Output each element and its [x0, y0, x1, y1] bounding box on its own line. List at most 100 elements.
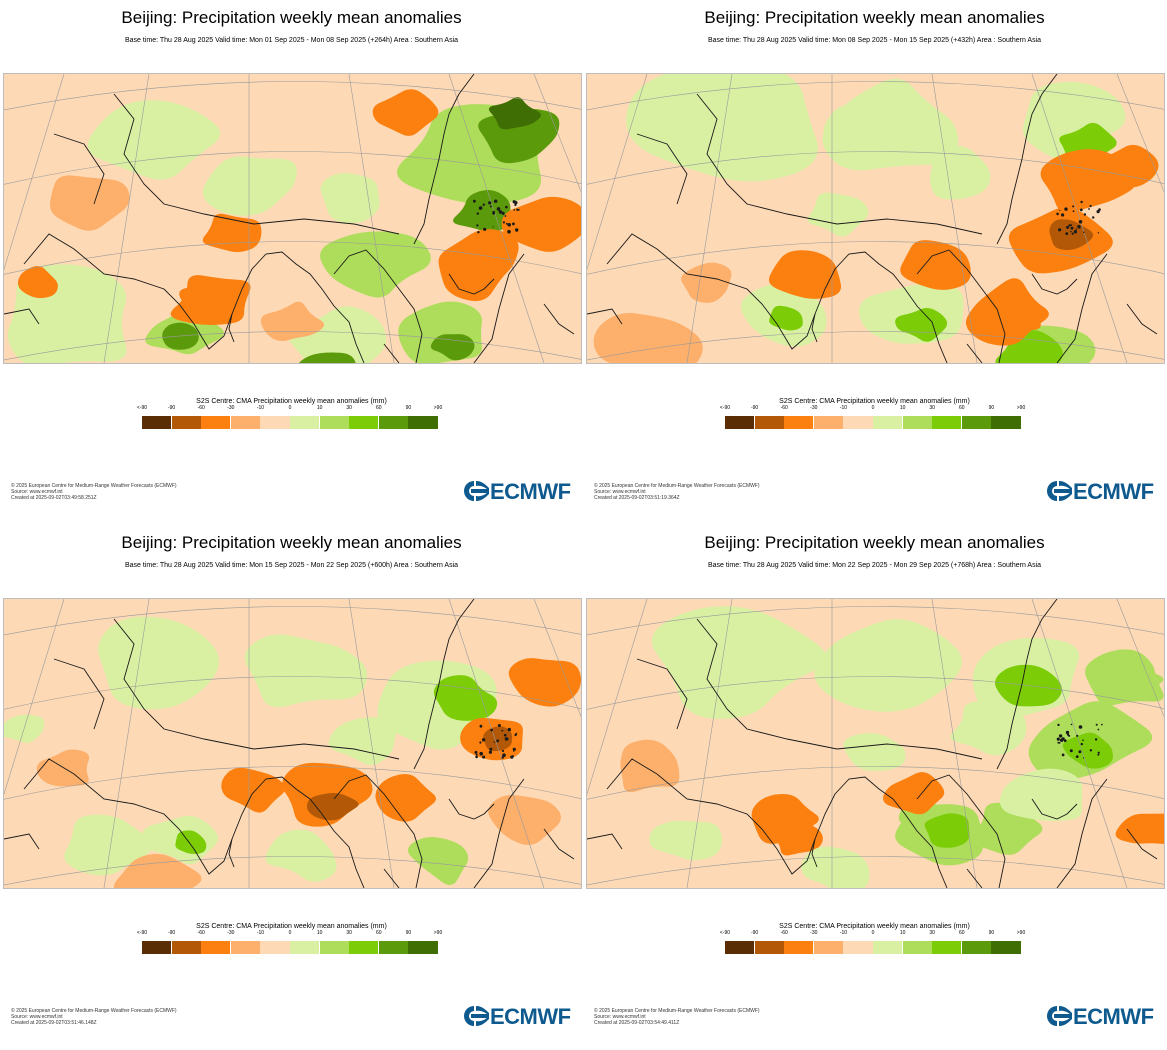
island — [1057, 723, 1060, 727]
coastline — [811, 838, 818, 868]
latitude-line — [587, 81, 1164, 111]
anomaly-field — [7, 89, 581, 363]
island — [1070, 723, 1073, 726]
legend-tick-label: -10 — [256, 930, 265, 936]
island — [1080, 200, 1083, 204]
panel-subtitle: Base time: Thu 28 Aug 2025 Valid time: M… — [707, 562, 1042, 569]
legend-swatch — [142, 941, 172, 954]
latitude-line — [4, 606, 581, 636]
island — [515, 228, 519, 232]
footer-source: Source: www.ecmwf.int — [594, 489, 646, 495]
longitude-line — [103, 74, 150, 363]
anomaly-contour — [249, 167, 289, 198]
legend-swatch — [290, 941, 320, 954]
legend-title: S2S Centre: CMA Precipitation weekly mea… — [779, 398, 970, 405]
latitude-line — [4, 241, 581, 275]
anomaly-contour — [85, 194, 118, 214]
legend-tick-label: >90 — [1016, 930, 1026, 936]
footer-created: Created at 2025-09-02T03:51:19.364Z — [594, 495, 680, 501]
coastline — [23, 233, 365, 363]
anomaly-contour — [372, 89, 439, 136]
anomaly-map[interactable] — [3, 598, 582, 889]
color-legend: <-90 -90 -60 -30 -10 0 10 30 60 90 >90 — [137, 405, 442, 431]
coastlines — [587, 599, 1158, 888]
graticule — [587, 74, 1164, 363]
island — [493, 741, 495, 743]
legend-tick-label: -60 — [197, 405, 205, 411]
color-legend: <-90 -90 -60 -30 -10 0 10 30 60 90 >90 — [720, 405, 1025, 431]
longitude-line — [931, 599, 978, 888]
island — [489, 747, 493, 751]
island — [477, 231, 480, 234]
anomaly-contour — [768, 250, 842, 299]
island — [1101, 723, 1103, 726]
coastline — [1056, 778, 1108, 888]
anomaly-contour — [1115, 813, 1164, 844]
legend-swatch — [378, 941, 408, 954]
longitude-line — [587, 599, 648, 796]
coastline — [333, 774, 423, 888]
coastline — [996, 599, 1058, 770]
island — [1078, 725, 1083, 729]
island — [488, 201, 492, 205]
coastline — [228, 838, 235, 868]
coastline — [4, 833, 40, 850]
island — [492, 226, 494, 228]
anomaly-contour — [26, 307, 88, 348]
island — [1076, 734, 1079, 737]
legend-swatch — [991, 941, 1021, 954]
legend-swatch — [230, 416, 260, 429]
legend-tick-label: <-90 — [719, 405, 731, 411]
forecast-panel: Beijing: Precipitation weekly mean anoma… — [583, 0, 1166, 525]
island — [1089, 204, 1092, 208]
legend-tick-label: <-90 — [136, 405, 148, 411]
footer-credits: © 2025 European Centre for Medium-Range … — [594, 483, 760, 501]
coastline — [413, 74, 475, 245]
coastline — [473, 778, 525, 888]
forecast-panel: Beijing: Precipitation weekly mean anoma… — [0, 525, 583, 1050]
latitude-line — [587, 856, 1164, 886]
island — [1078, 750, 1082, 754]
anomaly-contour — [179, 284, 223, 308]
legend-swatch — [784, 941, 814, 954]
coastline — [1056, 253, 1108, 363]
longitude-line — [686, 599, 733, 888]
island — [498, 210, 503, 214]
legend-swatch — [873, 941, 903, 954]
island — [1080, 742, 1083, 746]
legend-tick-label: -90 — [750, 930, 759, 936]
legend-tick-label: 10 — [899, 405, 906, 411]
legend-swatch — [902, 941, 932, 954]
coastlines — [4, 74, 575, 363]
island — [1073, 230, 1078, 234]
island — [482, 203, 485, 206]
island — [516, 208, 519, 211]
island — [1088, 208, 1090, 210]
legend-swatch — [813, 941, 843, 954]
longitude-line — [686, 74, 733, 363]
latitude-line — [587, 241, 1164, 275]
anomaly-contour — [1061, 158, 1109, 190]
island — [501, 756, 504, 759]
island — [479, 741, 482, 744]
island — [507, 223, 512, 227]
anomaly-map[interactable] — [586, 598, 1165, 889]
legend-tick-label: >90 — [433, 930, 443, 936]
ecmwf-logo-icon — [464, 481, 489, 501]
anomaly-contour — [620, 739, 680, 793]
island — [496, 207, 501, 211]
logo-text: ECMWF — [1073, 1004, 1154, 1029]
legend-swatch — [843, 941, 873, 954]
island — [504, 215, 507, 217]
island — [490, 728, 493, 732]
anomaly-map[interactable] — [586, 73, 1165, 364]
anomaly-contour — [375, 773, 436, 822]
anomaly-map[interactable] — [3, 73, 582, 364]
legend-tick-label: 10 — [316, 930, 323, 936]
island — [1063, 739, 1067, 742]
legend-tick-label: 30 — [346, 930, 352, 936]
legend-swatch — [290, 416, 320, 429]
island — [1059, 209, 1061, 211]
legend-tick-label: -30 — [227, 405, 235, 411]
legend-swatch — [725, 416, 755, 429]
